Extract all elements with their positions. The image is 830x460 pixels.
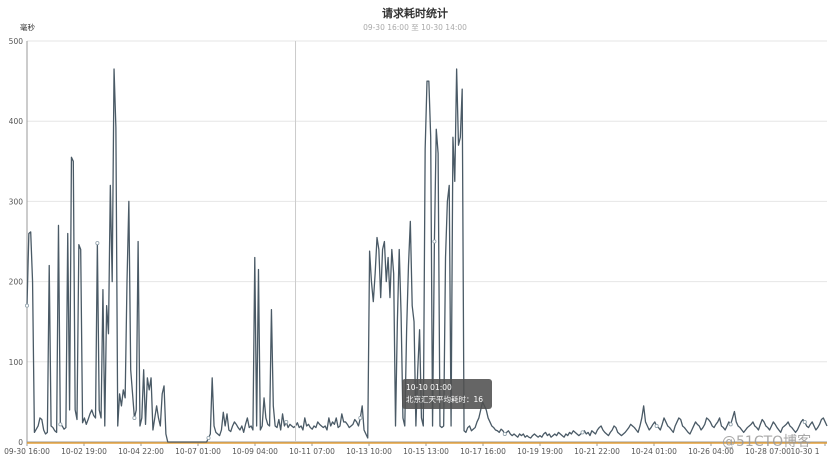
x-tick-label: 10-30 1 (791, 447, 820, 456)
x-tick-label: 10-02 19:00 (61, 447, 107, 456)
series-line-beijing (26, 68, 828, 443)
y-tick-label: 200 (9, 278, 24, 287)
y-axis-ticks: 0 100 200 300 400 500 (9, 37, 24, 447)
x-tick-label: 10-15 13:00 (403, 447, 449, 456)
data-point (206, 435, 211, 440)
tooltip-time: 10-10 01:00 (406, 383, 452, 392)
data-point (432, 239, 437, 244)
data-point (358, 415, 363, 420)
tooltip-label: 北京汇天平均耗时：16 (406, 395, 484, 404)
data-point (728, 422, 733, 427)
grid-lines (26, 40, 827, 443)
chart-subtitle: 09-30 16:00 至 10-30 14:00 (363, 23, 467, 32)
x-tick-label: 10-28 07:00 (745, 447, 791, 456)
watermark: @51CTO博客 (722, 434, 812, 450)
x-tick-label: 10-11 07:00 (289, 447, 335, 456)
data-point (58, 422, 63, 427)
data-point (95, 241, 100, 246)
x-tick-label: 10-24 01:00 (631, 447, 677, 456)
x-tick-label: 10-21 22:00 (574, 447, 620, 456)
x-tick-label: 10-04 22:00 (118, 447, 164, 456)
y-tick-label: 400 (9, 117, 24, 126)
data-point (132, 415, 137, 420)
series-layer (24, 68, 828, 444)
data-point (654, 423, 659, 428)
data-point (24, 303, 29, 308)
x-tick-label: 10-13 10:00 (346, 447, 392, 456)
chart-title: 请求耗时统计 (382, 6, 448, 20)
x-tick-label: 10-09 04:00 (232, 447, 278, 456)
x-axis-ticks: 09-30 16:00 10-02 19:00 10-04 22:00 10-07 0… (4, 442, 826, 456)
y-tick-label: 300 (9, 197, 24, 206)
data-tooltip: 10-10 01:00 北京汇天平均耗时：16 (402, 379, 492, 409)
y-axis-unit: 毫秒 (20, 22, 35, 32)
x-tick-label: 10-07 01:00 (175, 447, 221, 456)
x-tick-label: 09-30 16:00 (4, 447, 50, 456)
y-tick-label: 100 (9, 358, 24, 367)
data-point (502, 431, 507, 436)
data-point (284, 419, 289, 424)
data-point (580, 430, 585, 435)
y-tick-label: 500 (9, 37, 24, 46)
data-point (802, 419, 807, 424)
y-tick-label: 0 (18, 438, 23, 447)
x-tick-label: 10-26 04:00 (688, 447, 734, 456)
x-tick-label: 10-17 16:00 (460, 447, 506, 456)
x-tick-label: 10-19 19:00 (517, 447, 563, 456)
